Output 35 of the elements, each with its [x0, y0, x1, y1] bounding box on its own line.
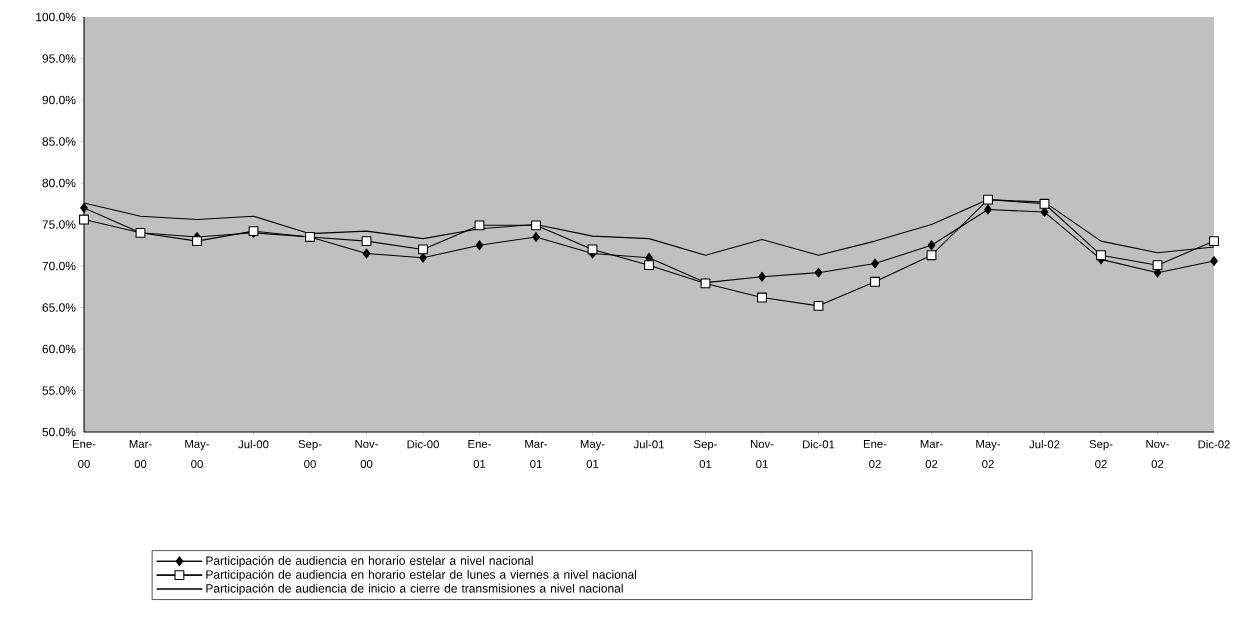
y-tick-label: 95.0%: [42, 54, 76, 63]
x-tick-label: May-01: [580, 440, 605, 468]
x-tick-label: Nov-02: [1146, 440, 1169, 468]
x-tick-label: Mar-02: [920, 440, 943, 468]
y-tick-label: 70.0%: [42, 261, 76, 271]
x-tick-label: Dic-01: [803, 440, 835, 449]
legend-label: Participación de audiencia en horario estelar de lunes a viernes a nivel nacional: [206, 569, 637, 582]
x-tick-label: Ene-00: [72, 440, 96, 468]
x-tick-label: Mar-01: [525, 440, 548, 468]
x-tick-label: Ene-01: [468, 440, 491, 468]
y-tick-label: 90.0%: [42, 95, 76, 105]
y-tick-label: 85.0%: [42, 137, 76, 146]
x-tick-label: Dic-00: [407, 440, 439, 449]
y-tick-label: 75.0%: [42, 220, 76, 229]
x-tick-label: Dic-02: [1198, 440, 1230, 449]
y-tick-label: 55.0%: [42, 386, 76, 395]
y-tick-label: 50.0%: [42, 427, 76, 437]
x-tick-label: May-02: [976, 440, 1001, 468]
y-tick-label: 100.0%: [36, 12, 76, 22]
x-tick-label: Sep-01: [694, 440, 717, 469]
x-tick-label: Nov-00: [355, 440, 378, 468]
x-tick-label: Sep-00: [298, 440, 322, 469]
x-tick-label: Jul-00: [238, 440, 269, 449]
x-tick-label: May-00: [185, 440, 210, 468]
x-tick-label: Ene-02: [863, 440, 887, 468]
x-tick-label: Jul-02: [1029, 440, 1060, 449]
y-tick-label: 65.0%: [42, 303, 76, 312]
x-tick-label: Sep-02: [1089, 440, 1113, 469]
x-tick-label: Jul-01: [633, 440, 664, 449]
y-tick-label: 80.0%: [42, 178, 76, 188]
x-tick-label: Mar-00: [129, 440, 152, 468]
x-tick-label: Nov-01: [750, 440, 774, 468]
legend-label: Participación de audiencia de inicio a cierre de transmisiones a nivel nacional: [206, 583, 623, 596]
y-tick-label: 60.0%: [42, 344, 76, 354]
legend-label: Participación de audiencia en horario estelar a nivel nacional: [206, 555, 533, 568]
